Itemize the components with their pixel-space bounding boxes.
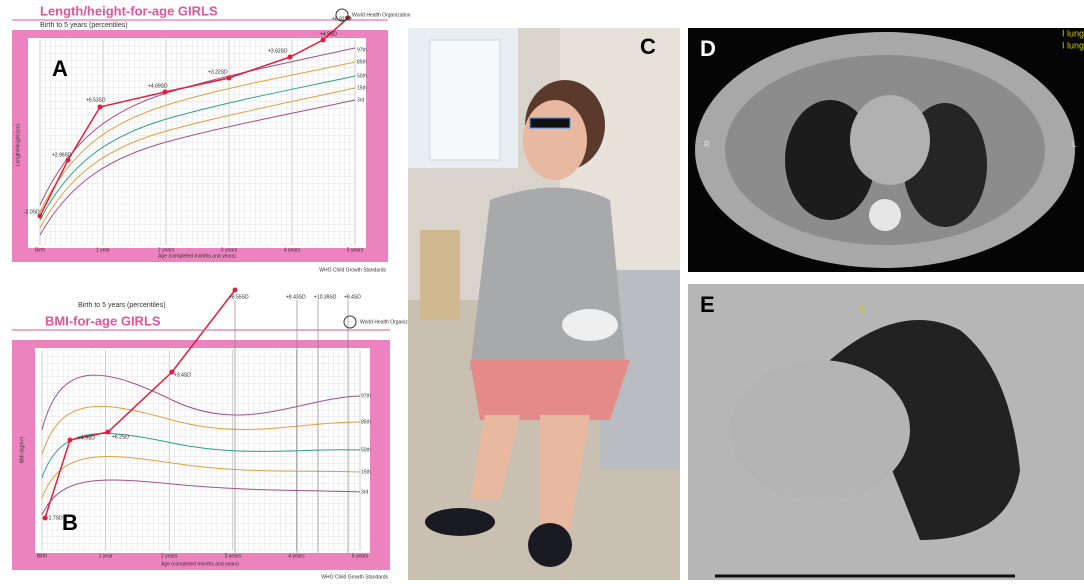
sd-label: +6.53SD (86, 97, 106, 103)
sd-label: +8.4SD (344, 294, 361, 300)
corner-text: I lung (1062, 40, 1084, 50)
panel-label: D (700, 36, 716, 61)
panel-a: Length/height-for-age GIRLS Birth to 5 y… (12, 3, 411, 273)
patient-points (42, 287, 238, 521)
x-tick-label: Birth (35, 247, 46, 253)
x-tick-label: 3 years (221, 247, 238, 253)
x-tick-label: Birth (37, 553, 48, 559)
x-tick-label: 2 years (161, 553, 178, 559)
percentile-curve (39, 87, 356, 229)
percentile-curve (39, 99, 356, 236)
face (523, 100, 587, 180)
x-tick-label: 1 year (96, 247, 110, 253)
percentile-curve (39, 61, 356, 213)
orientation-label: R (704, 140, 710, 149)
percentile-curve (41, 405, 361, 456)
sd-label: +10.39SD (314, 294, 337, 300)
sd-label: +8.43SD (286, 294, 306, 300)
window-pane (429, 39, 501, 161)
y-axis-title: Length/Height (cm) (15, 123, 21, 166)
grid (39, 39, 356, 246)
chart-subtitle: Birth to 5 years (percentiles) (40, 22, 128, 29)
leg (470, 415, 520, 500)
spine (869, 199, 901, 231)
sd-label: -1.7SD (47, 515, 63, 521)
x-tick-label: 5 years (347, 247, 364, 253)
shoe (425, 508, 495, 536)
sd-label: +8.55SD (229, 294, 249, 300)
shoe (528, 523, 572, 567)
logo-text: World Health Organization (352, 12, 411, 18)
logo-text: World Health Organization (360, 319, 419, 325)
x-axis-title: Age (completed months and years) (158, 253, 236, 259)
panel-label: C (640, 34, 656, 59)
percentile-label: 15th (361, 469, 371, 475)
sd-label: +0.87SD (332, 16, 352, 22)
footer: WHO Child Growth Standards (321, 574, 388, 580)
percentile-label: 50th (357, 73, 367, 79)
percentile-curve (41, 374, 361, 431)
chart-subtitle: Birth to 5 years (percentiles) (78, 302, 166, 309)
heart (850, 95, 930, 185)
x-tick-label: 5 years (352, 553, 369, 559)
corner-text: I lung (1062, 28, 1084, 38)
percentile-curve (41, 479, 361, 516)
x-tick-label: 4 years (288, 553, 305, 559)
percentile-label: 97th (357, 47, 367, 53)
sd-label: +4.9SD (320, 31, 337, 37)
x-tick-label: 4 years (284, 247, 301, 253)
percentile-curve (39, 75, 356, 221)
lung (830, 320, 1020, 540)
percentile-label: 3rd (361, 489, 368, 495)
sd-label: +3.62SD (268, 48, 288, 54)
panel-label: B (62, 510, 78, 535)
sd-label: +6.2SD (112, 434, 129, 440)
percentile-label: 85th (361, 419, 371, 425)
percentile-label: 97th (361, 393, 371, 399)
logo-icon (335, 8, 349, 22)
percentile-label: 3rd (357, 97, 364, 103)
bandage (562, 309, 618, 341)
shorts (470, 360, 630, 420)
x-axis-title: Age (completed months and years) (161, 561, 239, 567)
panel-label: E (700, 292, 715, 317)
sd-label: +3.22SD (208, 69, 228, 75)
grid (41, 349, 361, 551)
x-tick-label: 1 year (99, 553, 113, 559)
panel-label: A (52, 56, 68, 81)
heart (730, 360, 910, 500)
chart-title: Length/height-for-age GIRLS (40, 3, 218, 18)
percentile-curve (41, 456, 361, 499)
sd-label: +3.4SD (174, 372, 191, 378)
eye-cover (529, 117, 571, 129)
patient-line (39, 17, 349, 217)
patient-points (37, 15, 351, 219)
y-axis-title: BMI (kg/m²) (19, 437, 25, 463)
sd-label: +4.69SD (148, 83, 168, 89)
shirt (470, 187, 625, 378)
leg (540, 415, 590, 530)
percentile-curve (41, 433, 361, 479)
orientation-label: L (1072, 140, 1077, 149)
percentile-label: 85th (357, 59, 367, 65)
percentile-label: 15th (357, 85, 367, 91)
sd-label: +2.96SD (52, 152, 72, 158)
chart-title: BMI-for-age GIRLS (45, 313, 161, 328)
sd-label: +4.9SD (78, 435, 95, 441)
panel-e-ct: E 5 (688, 284, 1084, 580)
chart-area (28, 38, 366, 248)
logo-icon (343, 315, 357, 329)
x-tick-label: 2 years (158, 247, 175, 253)
panel-d-ct: D R L I lung I lung (688, 28, 1084, 272)
marker: 5 (860, 304, 865, 314)
footer: WHO Child Growth Standards (319, 267, 386, 273)
panel-c-photo: C (408, 28, 680, 580)
sd-label: -2.0SD (24, 209, 40, 215)
x-tick-label: 3 years (225, 553, 242, 559)
cabinet (420, 230, 460, 320)
percentile-label: 50th (361, 447, 371, 453)
panel-b: Birth to 5 years (percentiles) BMI-for-a… (12, 287, 419, 580)
